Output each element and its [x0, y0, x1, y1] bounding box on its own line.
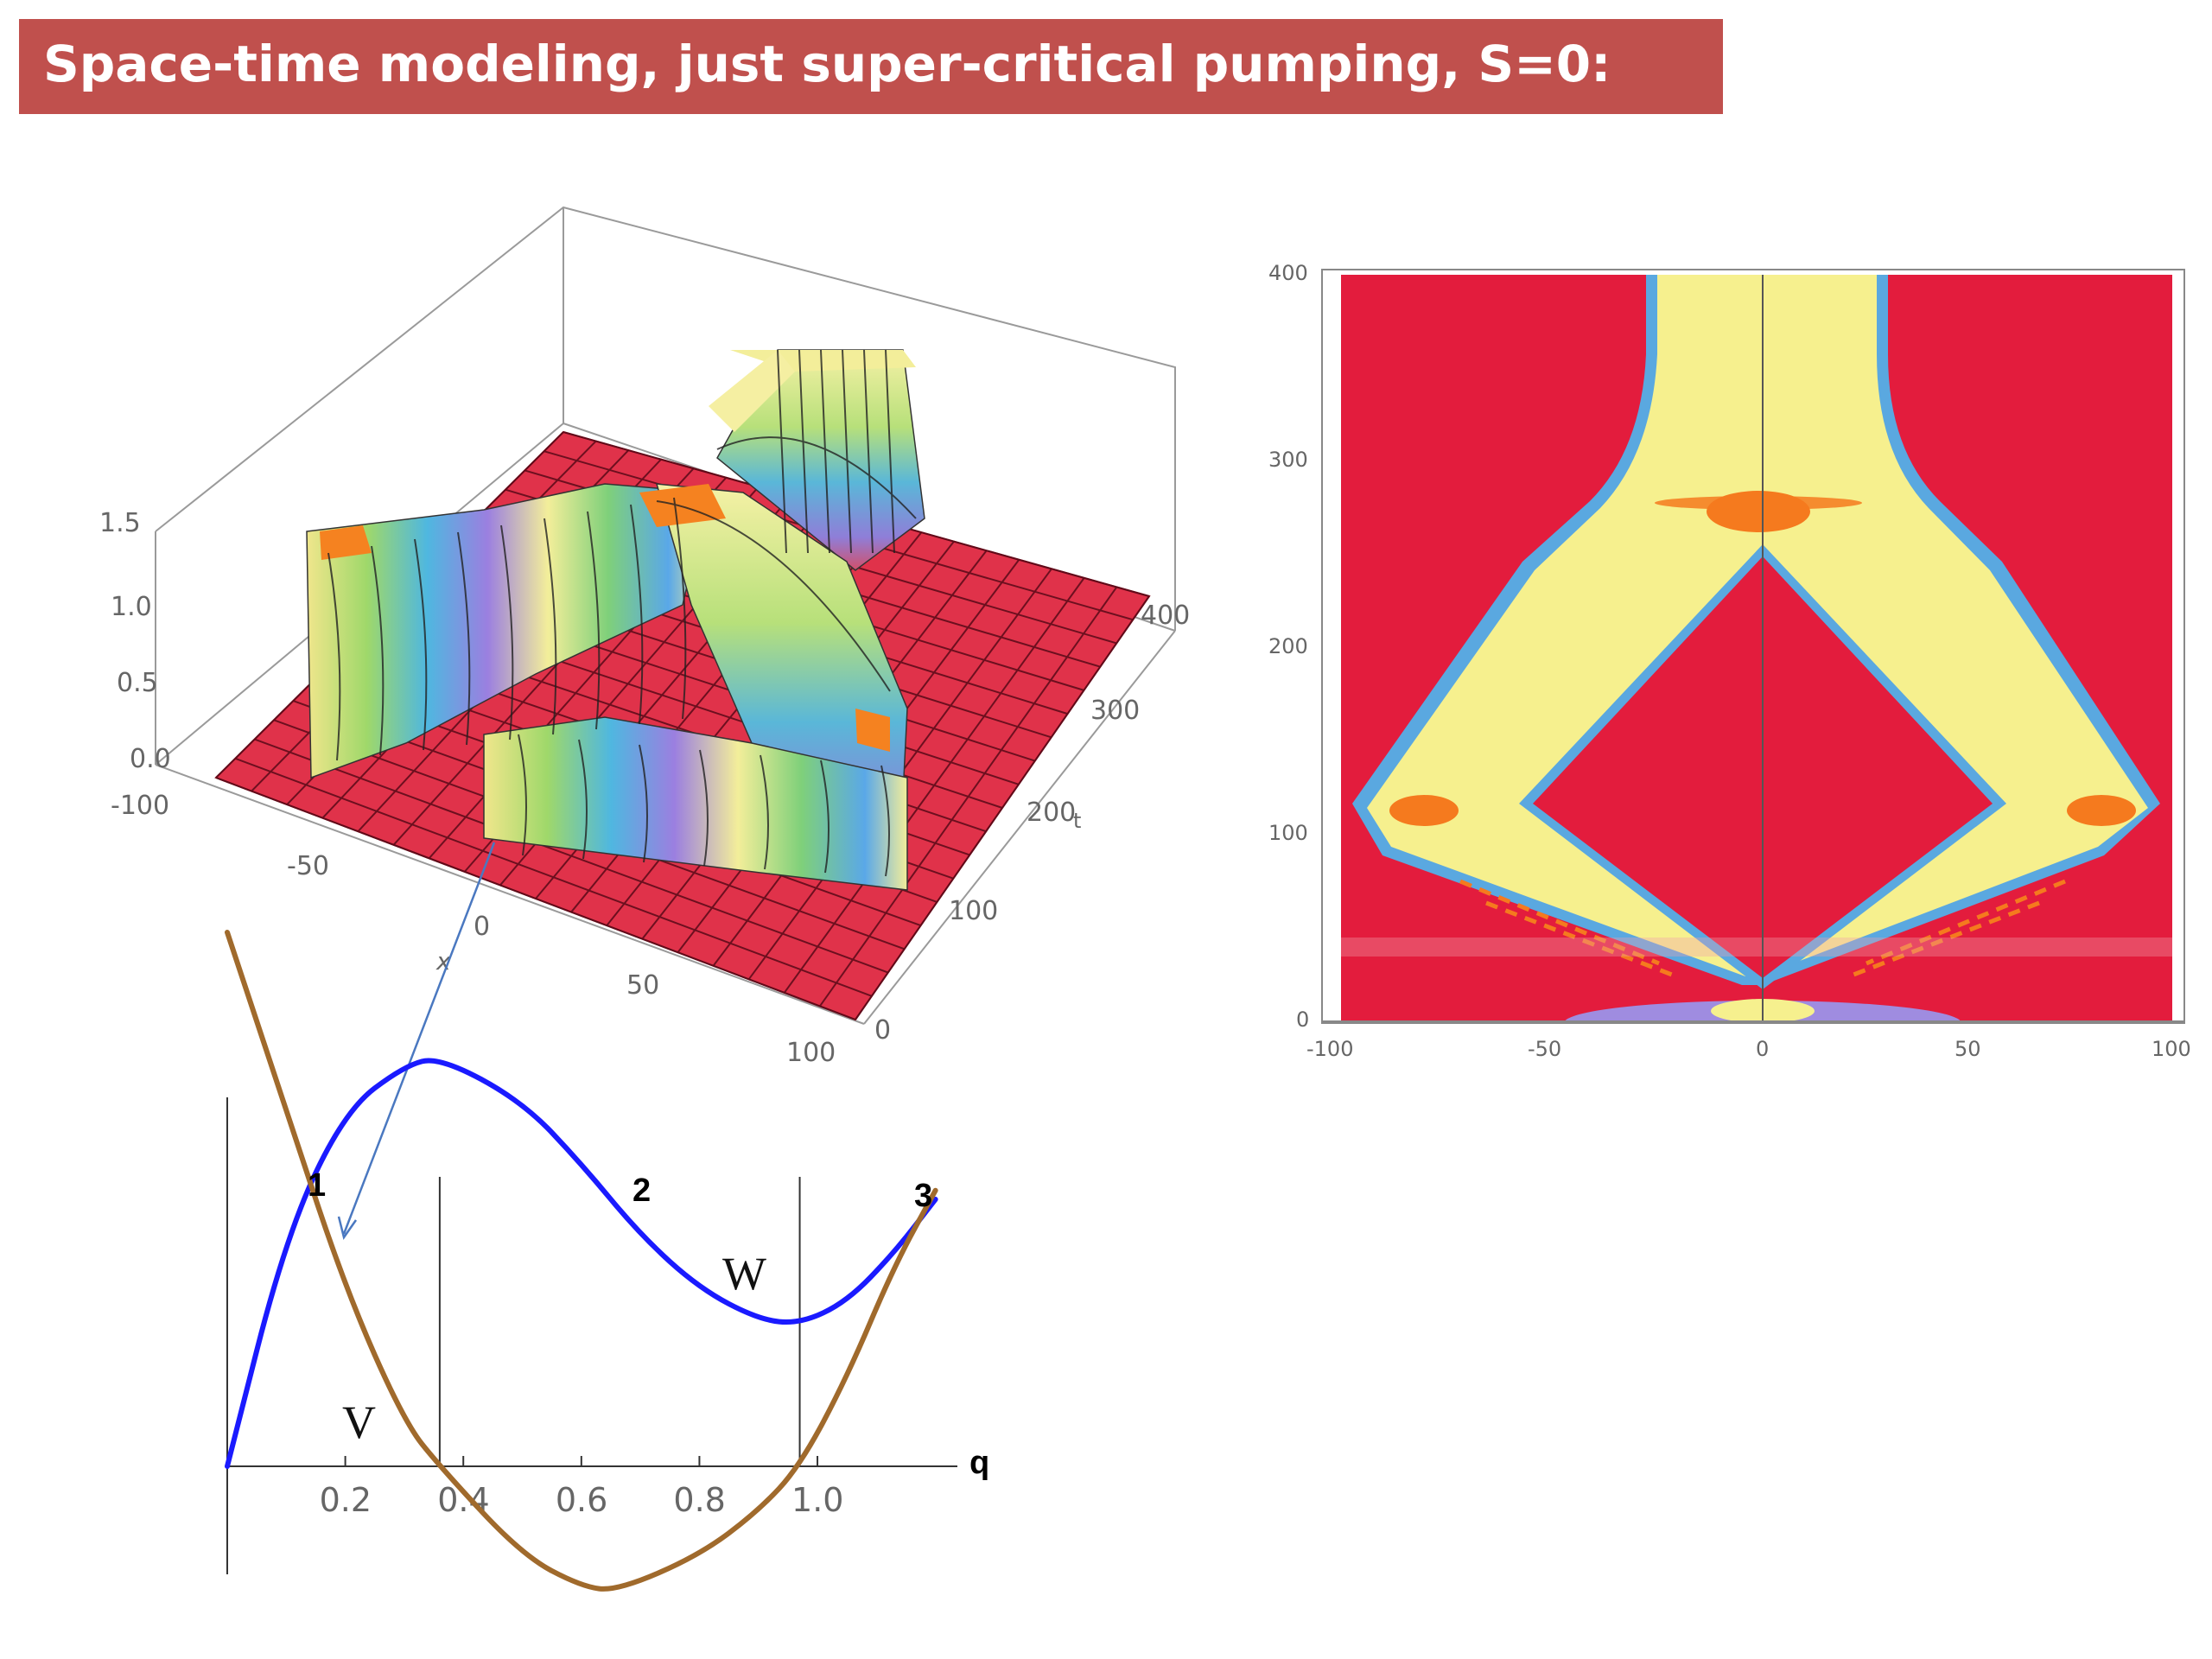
curve-axes [226, 1097, 957, 1574]
y-tick: 100 [1268, 821, 1308, 845]
series-label-v: V [342, 1396, 376, 1448]
x-tick: -100 [1306, 1037, 1353, 1061]
t-axis-label: t [1073, 809, 1081, 833]
series-v-curve [225, 930, 938, 1592]
y-tick: 200 [1268, 634, 1308, 658]
region-label-3: 3 [914, 1178, 932, 1214]
x-tick: 50 [626, 970, 659, 1001]
wall-mesh [327, 349, 917, 877]
x-tick: 50 [1955, 1037, 1981, 1061]
t-tick: 200 [1027, 798, 1076, 828]
potential-curve-plot: 0.2 0.4 0.6 0.8 1.0 q 1 2 3 W V [225, 930, 989, 1592]
x-tick: 100 [2152, 1037, 2191, 1061]
surface-plot-3d: 1.5 1.0 0.5 0.0 -100 -50 0 50 100 x 0 10… [99, 206, 1190, 1068]
x-axis-ticks: -100 -50 0 50 100 x [111, 791, 836, 1068]
surface-front-wall [483, 716, 908, 891]
x-tick: 0 [474, 912, 490, 942]
density-plot: 400 300 200 100 0 -100 -50 0 50 100 [1268, 261, 2191, 1061]
z-tick: 1.5 [99, 508, 141, 538]
curve-series [225, 930, 938, 1592]
curve-x-ticks: 0.2 0.4 0.6 0.8 1.0 [320, 1456, 843, 1519]
x-tick-label: 0.6 [556, 1481, 607, 1519]
t-tick: 300 [1090, 696, 1140, 726]
z-tick: 1.0 [111, 592, 152, 622]
y-tick: 0 [1296, 1007, 1309, 1032]
spot-left [1389, 795, 1459, 826]
region-dividers [438, 1177, 801, 1466]
z-axis-ticks: 1.5 1.0 0.5 0.0 [99, 508, 171, 774]
y-tick: 400 [1268, 261, 1308, 285]
title-bar: Space-time modeling, just super-critical… [19, 19, 1723, 114]
x-tick: -50 [287, 851, 329, 881]
surface-orange-band [320, 525, 372, 560]
density-frame [1321, 269, 2185, 1024]
t-tick: 100 [949, 896, 998, 926]
surface-ring-left [306, 483, 709, 779]
z-tick: 0.0 [130, 744, 171, 774]
x-tick: 100 [786, 1038, 836, 1068]
region-label-2: 2 [632, 1173, 651, 1209]
x-tick-label: 0.2 [320, 1481, 372, 1519]
region-label-1: 1 [308, 1167, 326, 1204]
t-axis-ticks: 0 100 200 300 400 t [874, 601, 1190, 1046]
series-label-w: W [722, 1248, 766, 1300]
x-tick: 0 [1756, 1037, 1769, 1061]
density-y-ticks: 400 300 200 100 0 [1268, 261, 1309, 1032]
y-tick: 300 [1268, 448, 1308, 472]
x-tick-label: 0.8 [673, 1481, 725, 1519]
series-w-curve [225, 1058, 938, 1469]
connector-arrow [337, 842, 496, 1240]
spot-right [2067, 795, 2136, 826]
z-tick: 0.5 [117, 668, 158, 698]
x-tick-label: 1.0 [791, 1481, 843, 1519]
density-x-ticks: -100 -50 0 50 100 [1306, 1037, 2191, 1061]
x-tick: -100 [111, 791, 169, 821]
q-axis-label: q [969, 1445, 989, 1481]
x-tick: -50 [1528, 1037, 1561, 1061]
t-tick: 400 [1141, 601, 1190, 631]
x-axis-label: x [435, 947, 451, 976]
t-tick: 0 [874, 1015, 891, 1046]
slide-title: Space-time modeling, just super-critical… [43, 35, 1611, 93]
